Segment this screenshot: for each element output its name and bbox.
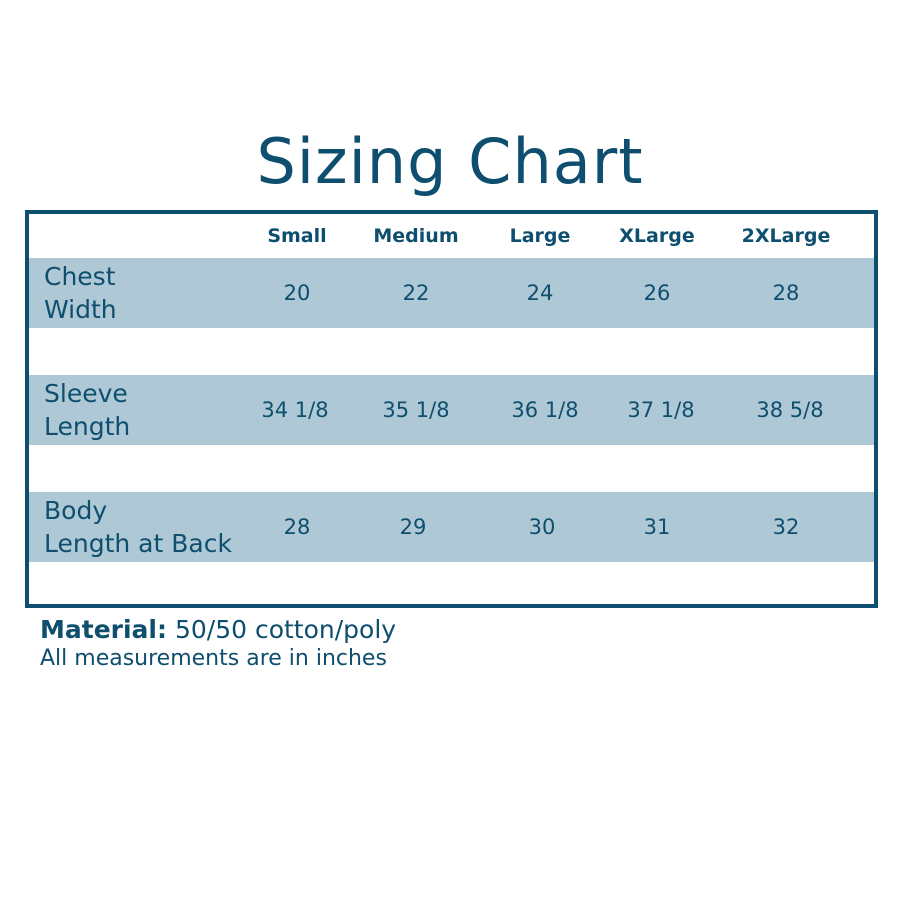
column-header: Medium — [373, 225, 459, 247]
table-cell: 24 — [526, 281, 554, 305]
row-label: Body Length at Back — [44, 496, 232, 558]
table-cell: 36 1/8 — [511, 398, 579, 422]
table-cell: 38 5/8 — [756, 398, 824, 422]
table-header: Small Medium Large XLarge 2XLarge — [29, 214, 874, 258]
column-header: 2XLarge — [741, 225, 831, 247]
table-cell: 28 — [772, 281, 800, 305]
table-row: Sleeve Length 34 1/8 35 1/8 36 1/8 37 1/8… — [29, 375, 874, 445]
sizing-table: Small Medium Large XLarge 2XLarge Chest W… — [25, 210, 878, 608]
material-line: Material: 50/50 cotton/poly — [40, 615, 397, 644]
table-row: Chest Width 20 22 24 26 28 — [29, 258, 874, 328]
table-cell: 35 1/8 — [382, 398, 450, 422]
row-label: Chest Width — [44, 262, 117, 324]
table-cell: 26 — [643, 281, 671, 305]
column-header: Small — [267, 225, 327, 247]
column-header: Large — [509, 225, 571, 247]
measurement-note: All measurements are in inches — [40, 646, 387, 671]
table-cell: 30 — [528, 515, 556, 539]
table-cell: 29 — [399, 515, 427, 539]
table-cell: 37 1/8 — [627, 398, 695, 422]
table-row: Body Length at Back 28 29 30 31 32 — [29, 492, 874, 562]
table-cell: 34 1/8 — [261, 398, 329, 422]
footer: Material: 50/50 cotton/poly All measurem… — [40, 615, 396, 671]
table-cell: 28 — [283, 515, 311, 539]
table-cell: 20 — [283, 281, 311, 305]
row-label: Sleeve Length — [44, 379, 131, 441]
table-cell: 32 — [772, 515, 800, 539]
page-title: Sizing Chart — [256, 125, 644, 198]
table-cell: 22 — [402, 281, 430, 305]
table-cell: 31 — [643, 515, 671, 539]
column-header: XLarge — [619, 225, 695, 247]
